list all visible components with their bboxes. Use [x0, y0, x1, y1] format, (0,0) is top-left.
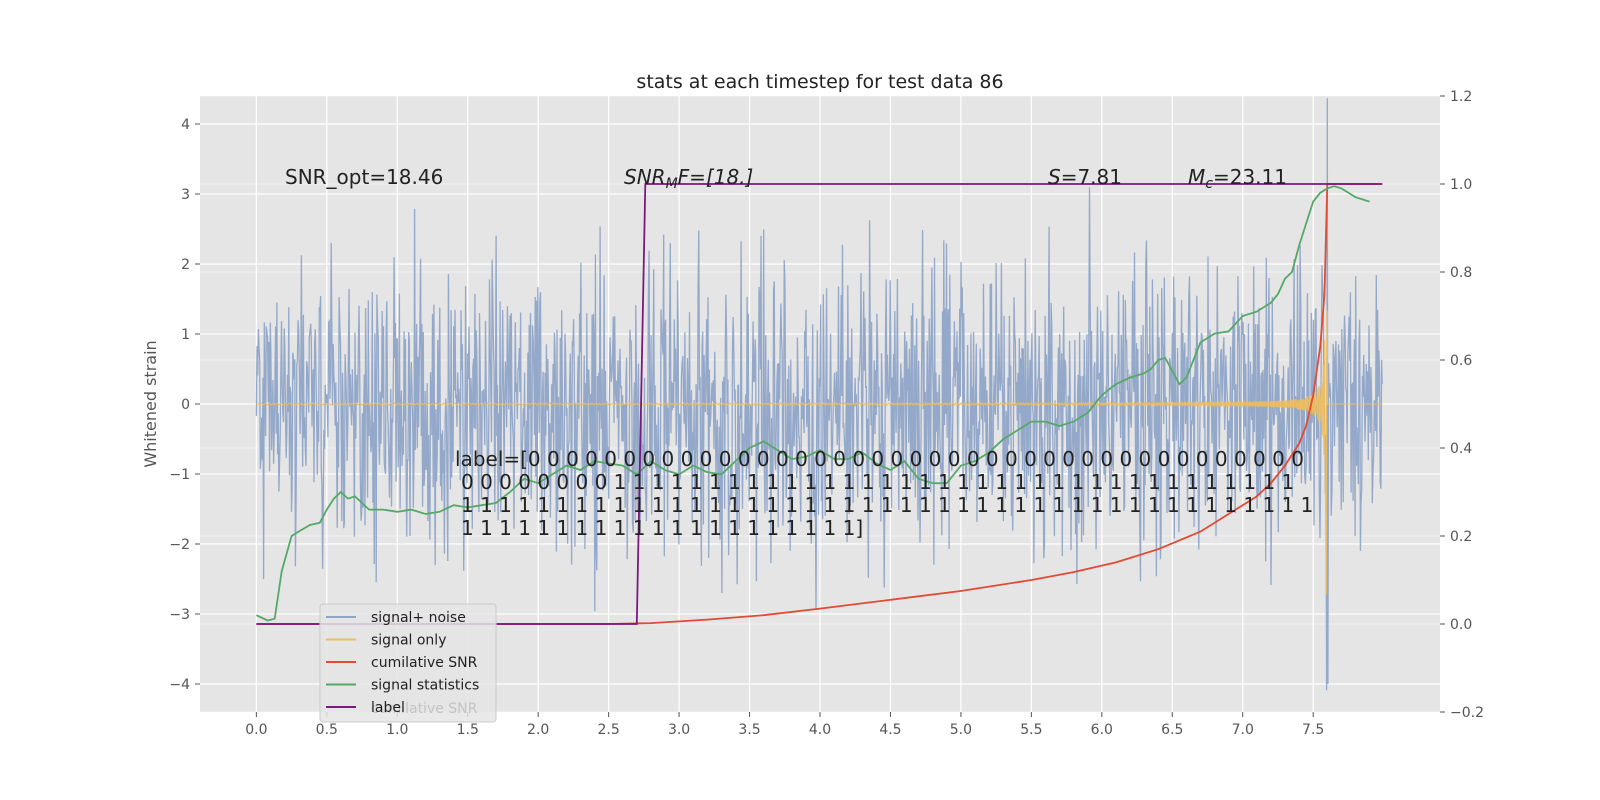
annotation-s: S=7.81	[1048, 165, 1122, 189]
x-tick-label: 6.5	[1161, 722, 1183, 738]
mc-tail: =23.11	[1213, 165, 1287, 189]
mc-sub: c	[1205, 176, 1213, 192]
y-right-tick-label: 0.2	[1450, 529, 1472, 545]
series-signal-noise	[255, 98, 1383, 691]
series-cumilative-snr	[256, 183, 1383, 625]
series-signal-only	[255, 310, 1383, 595]
label-line-3: 1 1 1 1 1 1 1 1 1 1 1 1 1 1 1 1 1 1 1 1 …	[461, 493, 1313, 517]
s-tail: =7.81	[1061, 165, 1122, 189]
legend-label: cumilative SNR	[371, 655, 478, 671]
x-tick-label: 3.5	[738, 722, 760, 738]
y-axis-label: Whitened strain	[141, 340, 160, 467]
x-tick-label: 6.0	[1091, 722, 1113, 738]
legend-ghost-text: cumilative SNR	[371, 701, 478, 717]
y-tick-label: 0	[181, 397, 190, 413]
legend-label: signal statistics	[371, 678, 479, 694]
x-tick-label: 0.5	[316, 722, 338, 738]
y-right-tick-label: 0.4	[1450, 441, 1472, 457]
y-right-tick-label: 0.0	[1450, 617, 1472, 633]
noise-series	[255, 98, 1383, 691]
y-right-tick-label: 0.6	[1450, 353, 1472, 369]
y-tick-label: −3	[169, 607, 190, 623]
x-tick-label: 1.0	[386, 722, 408, 738]
label-line-1: label=[0 0 0 0 0 0 0 0 0 0 0 0 0 0 0 0 0…	[455, 447, 1304, 471]
legend-label: signal only	[371, 633, 446, 649]
snr-mf-main: SNR	[624, 165, 666, 189]
legend-items: signal+ noise signal only cumilative SNR si…	[326, 610, 479, 716]
x-tick-label: 5.0	[950, 722, 972, 738]
label-line-2: 0 0 0 0 0 0 0 0 1 1 1 1 1 1 1 1 1 1 1 1 …	[461, 470, 1294, 494]
x-tick-label: 2.5	[598, 722, 620, 738]
annotation-snr-opt: SNR_opt=18.46	[285, 165, 443, 189]
x-tick-label: 5.5	[1020, 722, 1042, 738]
x-tick-label: 7.5	[1302, 722, 1324, 738]
legend-box	[319, 603, 497, 723]
y-right-tick-label: −0.2	[1450, 705, 1484, 721]
y-tick-label: −1	[169, 467, 190, 483]
y-right-tick-label: 0.8	[1450, 265, 1472, 281]
snr-mf-sub: M	[666, 176, 678, 192]
chirp-series	[255, 310, 1383, 595]
legend-label: label	[371, 700, 405, 716]
chart-title: stats at each timestep for test data 86	[636, 71, 1003, 93]
label-line-4: 1 1 1 1 1 1 1 1 1 1 1 1 1 1 1 1 1 1 1 1 …	[461, 516, 863, 540]
s-main: S	[1048, 165, 1061, 189]
annotation-mc: Mc=23.11	[1188, 165, 1287, 192]
x-tick-label: 7.0	[1232, 722, 1254, 738]
y-tick-label: 4	[181, 117, 190, 133]
x-tick-label: 0.0	[245, 722, 267, 738]
y-tick-label: −2	[169, 537, 190, 553]
y-tick-label: −4	[169, 677, 190, 693]
y-right-tick-label: 1.2	[1450, 89, 1472, 105]
snr-mf-tail: F=[18.]	[678, 165, 754, 189]
legend-label: signal+ noise	[371, 610, 466, 626]
x-tick-label: 1.5	[457, 722, 479, 738]
legend: cumilative SNR signal+ noise signal only c…	[319, 603, 497, 723]
x-tick-label: 3.0	[668, 722, 690, 738]
x-tick-label: 2.0	[527, 722, 549, 738]
y-tick-label: 3	[181, 187, 190, 203]
annotation-snr-mf: SNRMF=[18.]	[624, 165, 753, 192]
series-signal-statistics	[256, 185, 1370, 622]
mc-main: M	[1188, 165, 1205, 189]
x-tick-label: 4.5	[879, 722, 901, 738]
y-tick-label: 1	[181, 327, 190, 343]
label-array-text: label=[0 0 0 0 0 0 0 0 0 0 0 0 0 0 0 0 0…	[455, 447, 1320, 540]
ticks: 0.0 0.5 1.0 1.5 2.0 2.5 3.0 3.5 4.0 4.5 5.0 5.5 6.0 6…	[169, 89, 1484, 738]
y-right-tick-label: 1.0	[1450, 177, 1472, 193]
x-tick-label: 4.0	[809, 722, 831, 738]
y-tick-label: 2	[181, 257, 190, 273]
